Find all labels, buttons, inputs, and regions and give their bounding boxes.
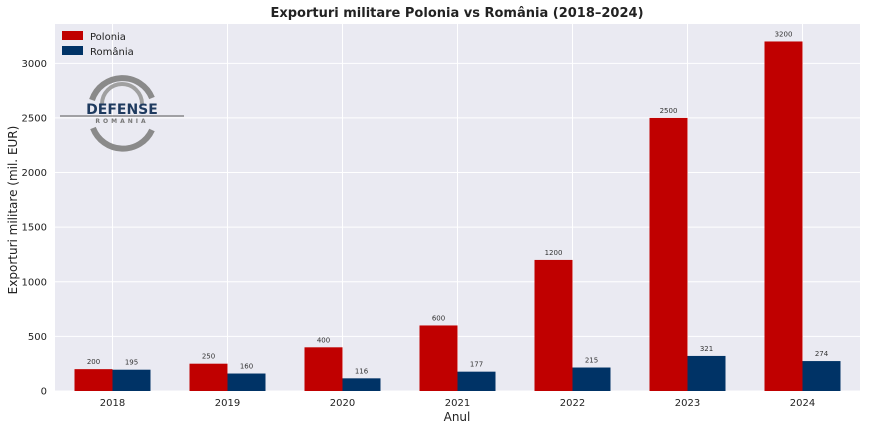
bar-polonia [534, 259, 573, 391]
bar-polonia [189, 363, 228, 391]
bar-romania [112, 369, 151, 391]
data-label: 250 [202, 353, 215, 361]
bar-romania [687, 355, 726, 391]
bar-romania [342, 378, 381, 391]
y-tick-label: 500 [28, 332, 47, 343]
data-labels: 200 250 400 600 1200 2500 3200 195 160 116 177 215 3… [87, 30, 829, 375]
y-axis-ticks: 0 500 1000 1500 2000 2500 3000 [22, 59, 47, 398]
data-label: 200 [87, 358, 100, 366]
chart-title: Exporturi militare Polonia vs România (2… [270, 6, 643, 21]
data-label: 321 [700, 345, 713, 353]
x-tick-label: 2019 [215, 398, 240, 409]
bar-romania [802, 361, 841, 391]
data-label: 215 [585, 357, 598, 365]
data-label: 160 [240, 363, 253, 371]
logo-sub-text: ROMANIA [95, 118, 148, 125]
logo-arc-bottom [90, 126, 155, 152]
x-tick-label: 2024 [790, 398, 815, 409]
y-tick-label: 0 [41, 387, 47, 398]
data-label: 274 [815, 350, 829, 358]
logo-arc-inner [100, 82, 144, 105]
data-label: 3200 [775, 30, 793, 38]
y-tick-label: 3000 [22, 59, 47, 70]
x-tick-label: 2022 [560, 398, 585, 409]
x-tick-label: 2021 [445, 398, 470, 409]
legend-label-romania: România [90, 46, 134, 58]
legend-swatch-romania [62, 46, 83, 55]
data-label: 116 [355, 367, 369, 375]
bar-romania [457, 371, 496, 391]
data-label: 2500 [660, 107, 678, 115]
data-label: 400 [317, 336, 330, 344]
bars [74, 41, 841, 392]
x-tick-label: 2023 [675, 398, 700, 409]
bar-polonia [304, 347, 343, 391]
y-tick-label: 1000 [22, 277, 47, 288]
x-axis-label: Anul [444, 410, 471, 424]
x-axis-ticks: 2018 2019 2020 2021 2022 2023 2024 [100, 398, 815, 409]
defense-romania-logo: DEFENSE ROMANIA [60, 75, 184, 152]
bar-polonia [764, 41, 803, 391]
y-tick-label: 2500 [22, 113, 47, 124]
bar-romania [227, 373, 266, 391]
legend-label-polonia: Polonia [90, 32, 126, 43]
y-tick-label: 1500 [22, 223, 47, 234]
bar-polonia [649, 117, 688, 392]
bar-romania [572, 367, 611, 391]
legend: Polonia România [62, 31, 134, 58]
data-label: 600 [432, 314, 445, 322]
bar-polonia [419, 325, 458, 391]
y-tick-label: 2000 [22, 168, 47, 179]
logo-main-text: DEFENSE [86, 102, 158, 118]
data-label: 195 [125, 359, 138, 367]
x-tick-label: 2018 [100, 398, 125, 409]
x-tick-label: 2020 [330, 398, 355, 409]
y-axis-label: Exporturi militare (mil. EUR) [6, 126, 20, 295]
legend-swatch-polonia [62, 31, 83, 40]
logo-arc-top [89, 75, 155, 102]
bar-polonia [74, 369, 113, 391]
data-label: 177 [470, 361, 483, 369]
data-label: 1200 [545, 249, 563, 257]
